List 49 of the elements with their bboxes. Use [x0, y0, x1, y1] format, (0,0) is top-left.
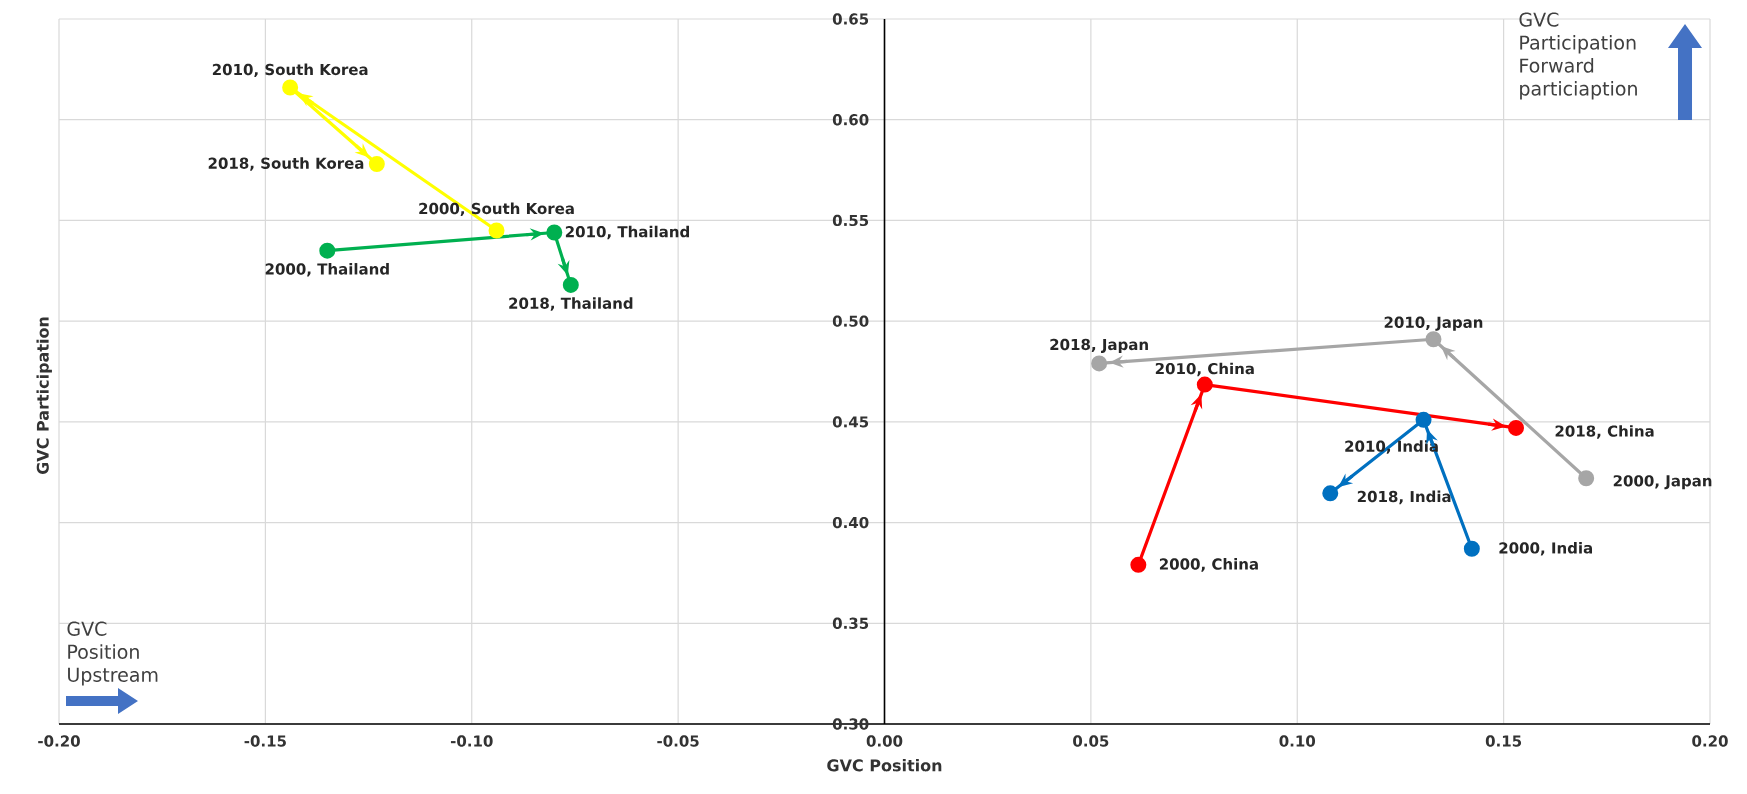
y-tick-label: 0.65	[832, 13, 869, 25]
point	[1196, 376, 1213, 393]
annotation: 2010, South Korea	[212, 63, 368, 78]
y-tick-label: 0.50	[832, 315, 869, 327]
annotation: 2018, South Korea	[208, 157, 364, 171]
point	[546, 224, 563, 241]
point	[1463, 540, 1480, 557]
y-tick-label: 0.40	[832, 516, 869, 529]
x-axis-title: GVC Position	[827, 759, 942, 772]
point	[1425, 331, 1442, 348]
annotation: 2018, Thailand	[509, 297, 633, 311]
annotation: 2010, Thailand	[565, 225, 689, 240]
annotation: 2018, China	[1555, 425, 1654, 439]
x-tick-label: -0.15	[244, 735, 286, 747]
annotation: 2010, Japan	[1384, 316, 1483, 331]
x-tick-label: -0.10	[450, 735, 493, 747]
annotation: 2000, India	[1499, 542, 1593, 556]
point	[1322, 485, 1339, 502]
annotation: 2000, Japan	[1613, 475, 1712, 490]
annotation: 2018, Japan	[1050, 338, 1148, 354]
point	[1091, 355, 1108, 372]
y-axis-title: GVC Participation	[36, 317, 52, 475]
point	[282, 79, 299, 96]
point	[1508, 419, 1525, 436]
y-tick-label: 0.60	[832, 114, 869, 126]
point	[488, 222, 505, 239]
y-tick-label: 0.45	[832, 416, 869, 428]
x-tick-label: -0.05	[657, 735, 699, 747]
annotation: 2000, China	[1159, 558, 1258, 572]
x-tick-label: 0.05	[1073, 735, 1109, 747]
x-tick-label: 0.15	[1485, 735, 1522, 747]
annotation: GVC Position Upstream	[67, 621, 158, 686]
x-tick-label: 0.10	[1279, 735, 1316, 747]
point	[1130, 556, 1147, 573]
x-tick-label: 0.20	[1692, 735, 1728, 747]
point	[562, 276, 579, 293]
annotation: 2000, Thailand	[265, 263, 389, 277]
point	[1415, 411, 1432, 428]
annotation: 2000, South Korea	[419, 202, 574, 217]
y-tick-label: 0.55	[832, 214, 869, 227]
annotation: 2010, China	[1155, 362, 1254, 377]
point	[1578, 470, 1595, 487]
x-tick-label: -0.20	[38, 735, 80, 747]
annotation: GVC Participation Forward particiaption	[1519, 12, 1637, 100]
x-tick-label: 0.00	[866, 735, 903, 747]
y-tick-label: 0.35	[832, 617, 869, 629]
point	[319, 242, 336, 259]
point	[368, 156, 385, 173]
annotation: 2018, India	[1357, 490, 1451, 505]
